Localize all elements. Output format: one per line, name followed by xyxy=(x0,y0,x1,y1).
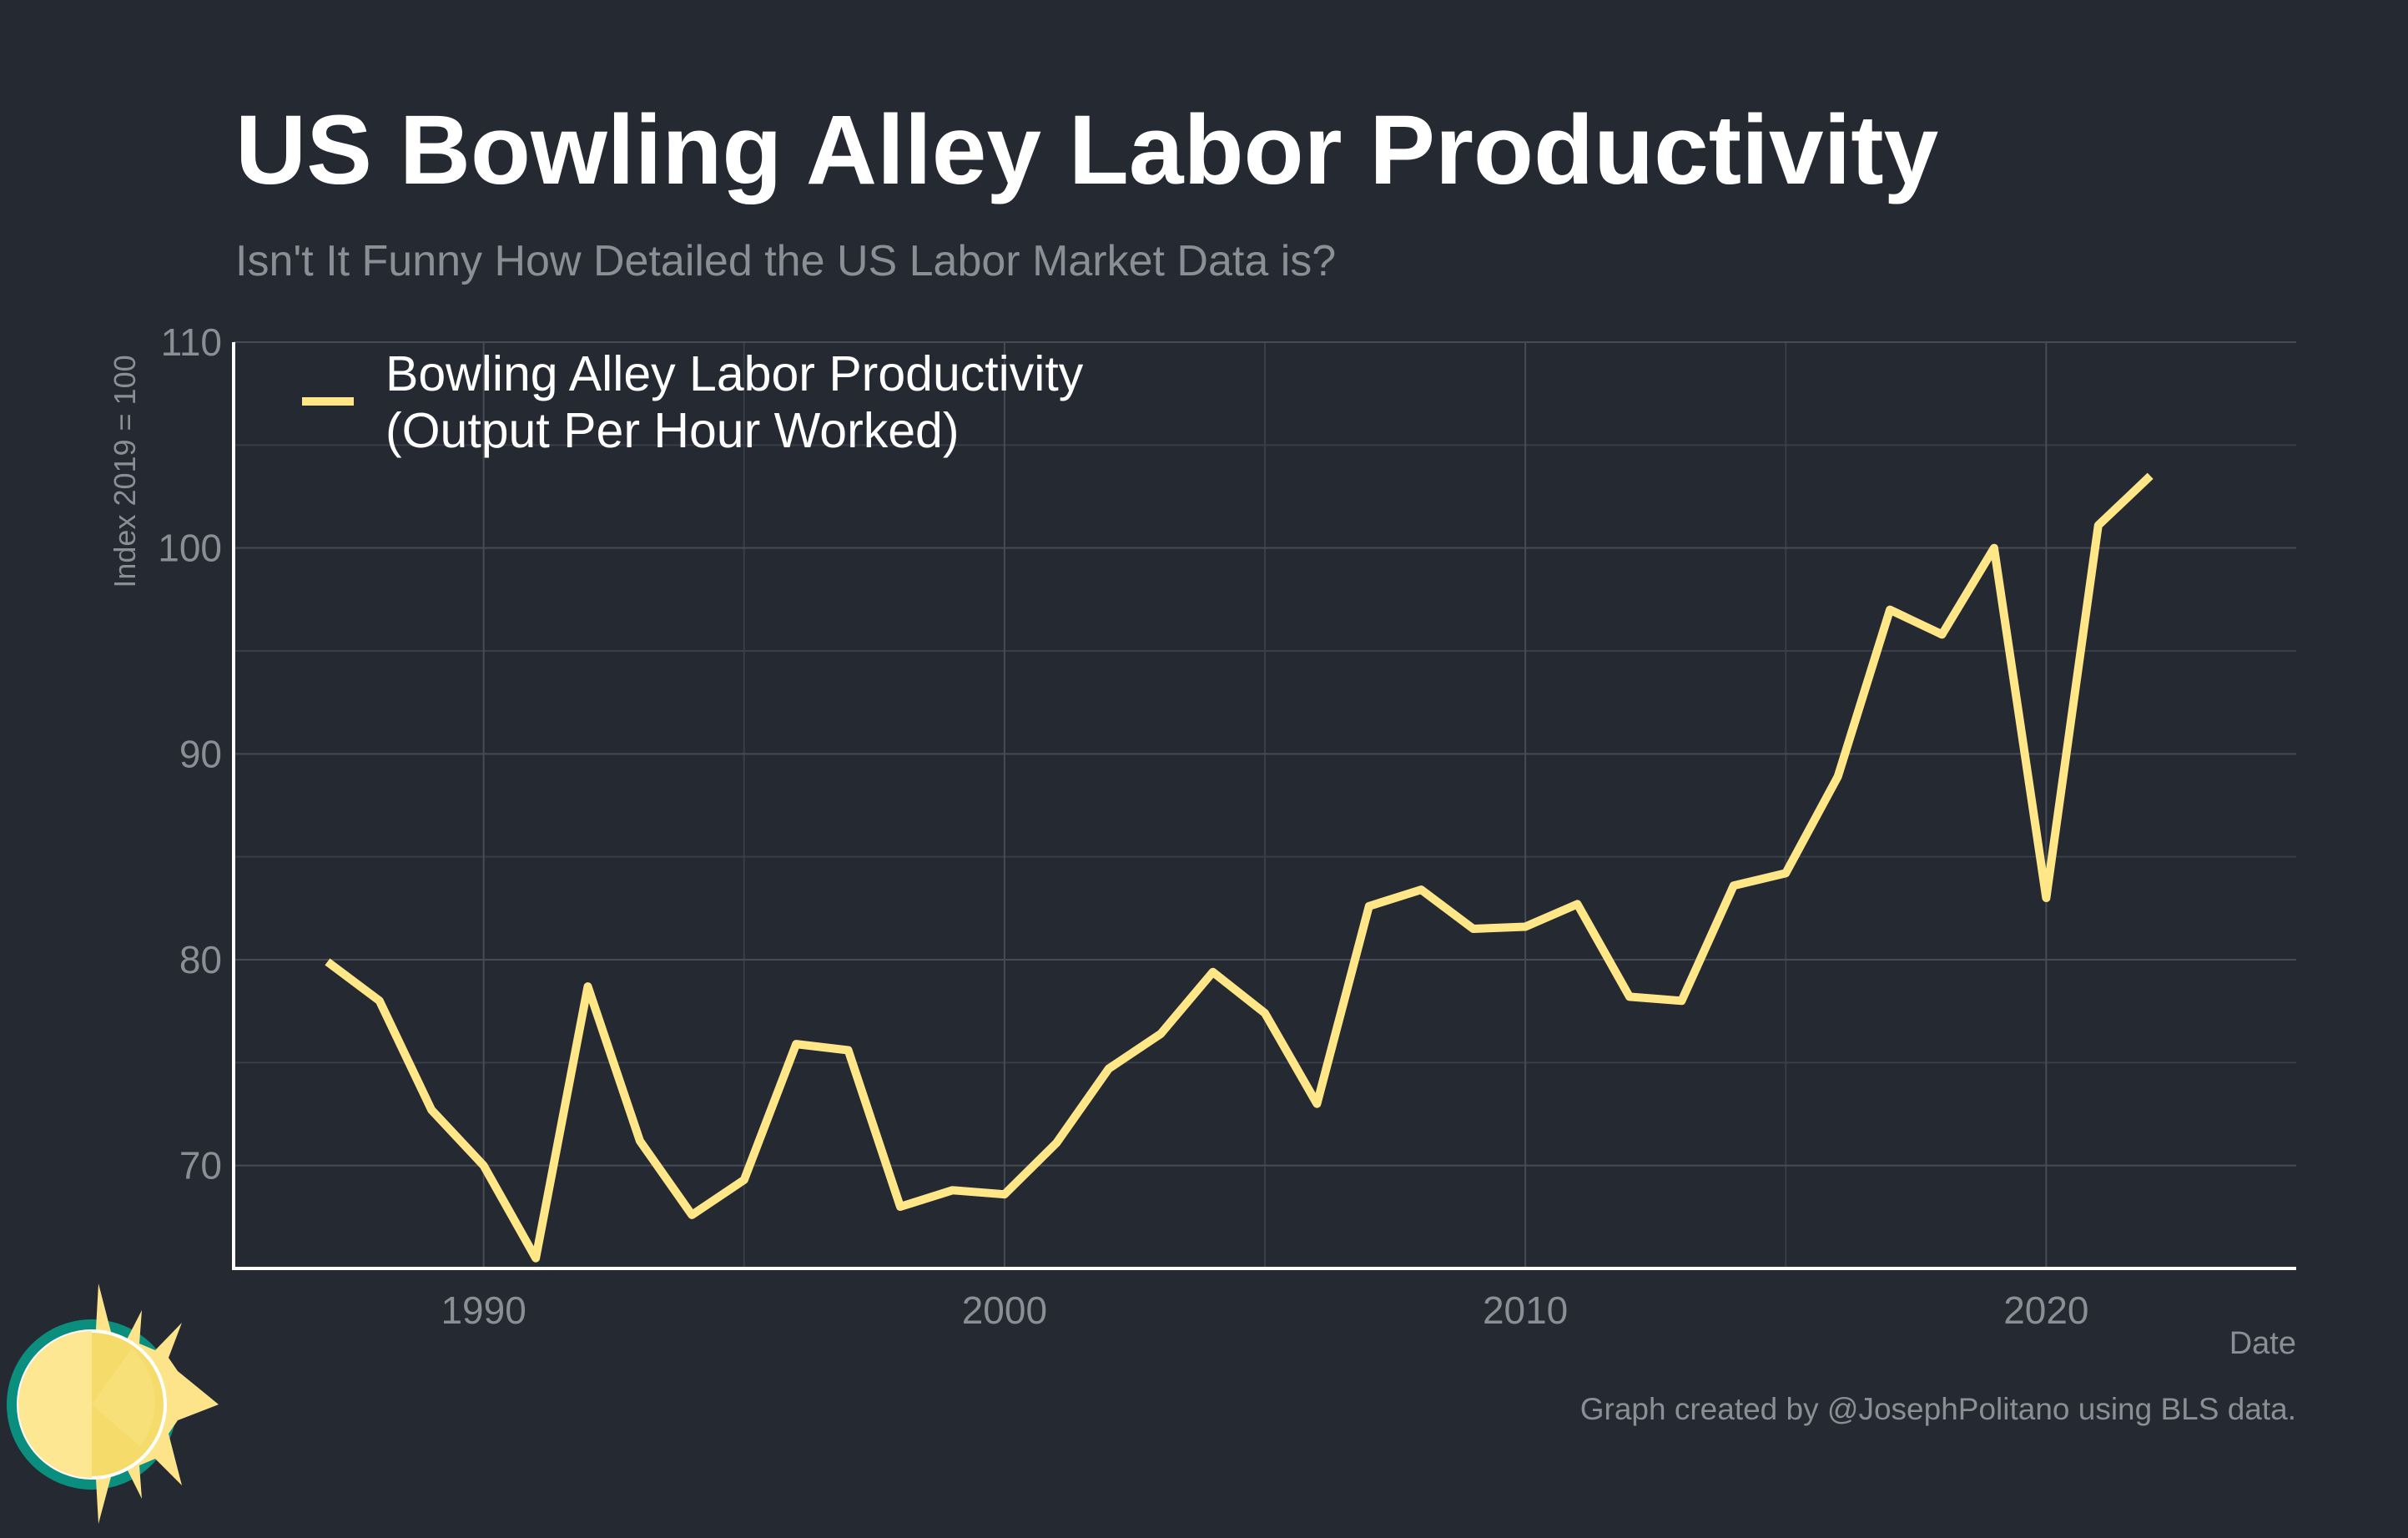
legend: Bowling Alley Labor Productivity (Output … xyxy=(302,346,1084,458)
y-tick-label: 70 xyxy=(179,1144,222,1188)
y-tick-label: 100 xyxy=(158,527,222,570)
major-gridlines xyxy=(234,341,2296,1268)
y-tick-label: 90 xyxy=(179,732,222,775)
x-tick-label: 2000 xyxy=(962,1288,1047,1332)
x-axis-title: Date xyxy=(2229,1326,2296,1361)
legend-label-line: Bowling Alley Labor Productivity xyxy=(385,346,1084,401)
y-tick-label: 110 xyxy=(161,320,222,364)
source-caption: Graph created by @JosephPolitano using B… xyxy=(1580,1392,2296,1426)
legend-label-line: (Output Per Hour Worked) xyxy=(385,403,960,458)
x-tick-label: 2020 xyxy=(2003,1288,2088,1332)
x-axis-tick-labels: 1990 2000 2010 2020 xyxy=(441,1288,2088,1332)
y-axis-tick-labels: 70 80 90 100 110 xyxy=(158,320,222,1188)
series-line-bowling-alley-productivity xyxy=(325,472,2154,1263)
x-tick-label: 2010 xyxy=(1483,1288,1568,1332)
legend-label: Bowling Alley Labor Productivity (Output … xyxy=(385,346,1084,458)
sun-logo-icon xyxy=(7,1283,219,1524)
y-axis-title: Index 2019 = 100 xyxy=(108,355,142,587)
x-tick-label: 1990 xyxy=(441,1288,526,1332)
y-tick-label: 80 xyxy=(179,938,222,981)
chart-subtitle: Isn't It Funny How Detailed the US Labor… xyxy=(235,237,1336,285)
chart-title: US Bowling Alley Labor Productivity xyxy=(235,95,1938,205)
